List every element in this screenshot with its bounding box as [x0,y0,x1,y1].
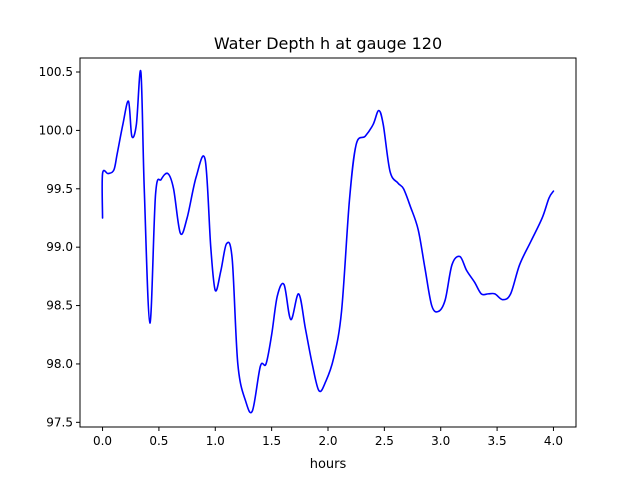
y-tick-label: 97.5 [46,415,73,429]
y-axis-ticks: 97.5 98.0 98.5 99.0 99.5 100.0 100.5 [39,65,80,429]
y-tick-label: 100.5 [39,65,73,79]
y-tick-label: 99.5 [46,182,73,196]
x-tick-label: 1.5 [262,434,281,448]
x-tick-label: 3.0 [431,434,450,448]
x-axis-label: hours [310,457,347,472]
y-tick-label: 98.5 [46,299,73,313]
series-line [101,69,555,414]
plot-area [101,69,555,414]
x-tick-label: 0.5 [149,434,168,448]
chart-title: Water Depth h at gauge 120 [214,34,442,53]
x-axis-ticks: 0.0 0.5 1.0 1.5 2.0 2.5 3.0 3.5 4.0 [93,427,563,448]
x-tick-label: 3.5 [488,434,507,448]
y-tick-label: 100.0 [39,123,73,137]
x-tick-label: 4.0 [544,434,563,448]
x-tick-label: 0.0 [93,434,112,448]
x-tick-label: 1.0 [206,434,225,448]
y-tick-label: 98.0 [46,357,73,371]
x-tick-label: 2.0 [318,434,337,448]
x-tick-label: 2.5 [375,434,394,448]
y-tick-label: 99.0 [46,240,73,254]
